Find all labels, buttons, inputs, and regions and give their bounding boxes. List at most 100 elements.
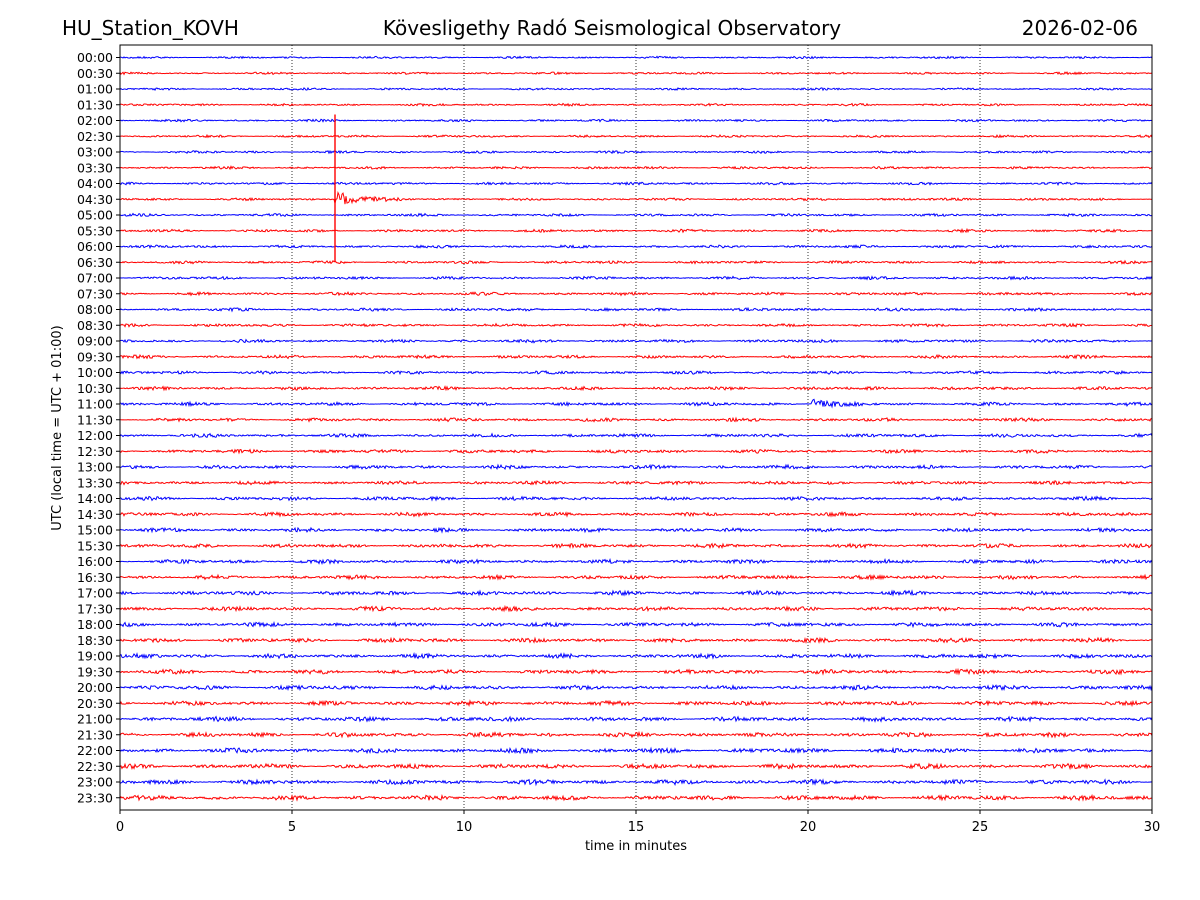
y-tick-label: 15:00 [77,523,113,538]
y-tick-label: 16:30 [77,570,113,585]
trace-04:30 [119,190,1153,206]
trace-13:00 [119,463,1153,471]
y-tick-label: 14:00 [77,491,113,506]
trace-01:30 [119,102,1153,107]
trace-19:00 [119,652,1153,660]
y-tick-label: 18:00 [77,617,113,632]
trace-07:00 [119,275,1153,281]
chart-title: Kövesligethy Radó Seismological Observat… [382,16,842,40]
trace-10:30 [119,385,1153,392]
x-tick-label: 30 [1144,820,1161,835]
trace-22:00 [119,746,1153,755]
y-tick-label: 13:30 [77,475,113,490]
y-tick-label: 17:30 [77,601,113,616]
y-tick-label: 00:30 [77,66,113,81]
y-tick-label: 02:30 [77,129,113,144]
y-tick-label: 21:00 [77,712,113,727]
y-tick-label: 00:00 [77,50,113,65]
trace-09:00 [119,338,1153,344]
trace-05:00 [119,212,1153,218]
trace-02:00 [119,118,1153,123]
x-tick-label: 0 [116,820,124,835]
trace-00:00 [119,55,1153,60]
trace-18:30 [119,636,1153,645]
trace-20:30 [119,699,1153,708]
trace-12:30 [119,448,1153,455]
trace-11:00 [119,398,1153,409]
trace-14:00 [119,495,1153,502]
y-tick-label: 21:30 [77,727,113,742]
y-tick-label: 11:30 [77,412,113,427]
y-axis-label: UTC (local time = UTC + 01:00) [50,325,65,530]
trace-21:00 [119,715,1153,723]
y-tick-label: 08:00 [77,302,113,317]
y-tick-label: 22:30 [77,759,113,774]
x-tick-label: 25 [972,820,989,835]
y-tick-label: 11:00 [77,397,113,412]
trace-09:30 [119,353,1153,360]
trace-12:00 [119,432,1153,439]
trace-15:30 [119,542,1153,550]
trace-16:00 [119,558,1153,565]
trace-03:30 [119,165,1153,171]
trace-23:30 [119,793,1153,802]
y-tick-label: 19:30 [77,664,113,679]
y-tick-label: 16:00 [77,554,113,569]
y-tick-label: 12:30 [77,444,113,459]
y-tick-label: 18:30 [77,633,113,648]
y-tick-label: 20:30 [77,696,113,711]
x-axis: 0 5 10 15 20 25 30 [116,810,1160,835]
trace-15:00 [119,526,1153,534]
x-tick-label: 10 [456,820,473,835]
date-label: 2026-02-06 [1021,16,1138,40]
trace-16:30 [119,573,1153,581]
trace-13:30 [119,479,1153,486]
y-tick-label: 10:30 [77,381,113,396]
trace-19:30 [119,667,1153,676]
x-tick-label: 15 [628,820,645,835]
trace-03:00 [119,149,1153,155]
y-tick-label: 03:00 [77,145,113,160]
y-tick-label: 15:30 [77,538,113,553]
trace-08:00 [119,306,1153,313]
trace-18:00 [119,621,1153,629]
y-tick-label: 01:00 [77,82,113,97]
y-tick-label: 06:00 [77,239,113,254]
y-tick-label: 04:30 [77,192,113,207]
station-label: HU_Station_KOVH [62,16,239,40]
y-tick-label: 13:00 [77,460,113,475]
y-axis: 00:0000:3001:0001:3002:0002:3003:0003:30… [77,50,120,805]
y-tick-label: 14:30 [77,507,113,522]
trace-10:00 [119,369,1153,376]
y-tick-label: 22:00 [77,743,113,758]
y-tick-label: 01:30 [77,97,113,112]
y-tick-label: 20:00 [77,680,113,695]
trace-23:00 [119,778,1153,787]
trace-07:30 [119,291,1152,297]
trace-01:00 [119,86,1153,92]
trace-21:30 [119,730,1153,739]
trace-04:00 [119,181,1153,186]
y-tick-label: 04:00 [77,176,113,191]
x-tick-label: 5 [288,820,296,835]
grid-lines [291,45,981,810]
y-tick-label: 17:00 [77,586,113,601]
x-tick-label: 20 [800,820,817,835]
y-tick-label: 06:30 [77,255,113,270]
trace-11:30 [119,416,1153,423]
trace-06:30 [119,259,1153,265]
trace-08:30 [119,322,1153,328]
trace-00:30 [119,71,1153,76]
y-tick-label: 05:00 [77,208,113,223]
trace-22:30 [119,762,1153,771]
seismic-traces [119,55,1153,802]
y-tick-label: 02:00 [77,113,113,128]
trace-14:30 [119,510,1153,518]
y-tick-label: 03:30 [77,160,113,175]
y-tick-label: 23:30 [77,790,113,805]
y-tick-label: 09:30 [77,349,113,364]
trace-05:30 [119,227,1153,234]
y-tick-label: 08:30 [77,318,113,333]
y-tick-label: 12:00 [77,428,113,443]
